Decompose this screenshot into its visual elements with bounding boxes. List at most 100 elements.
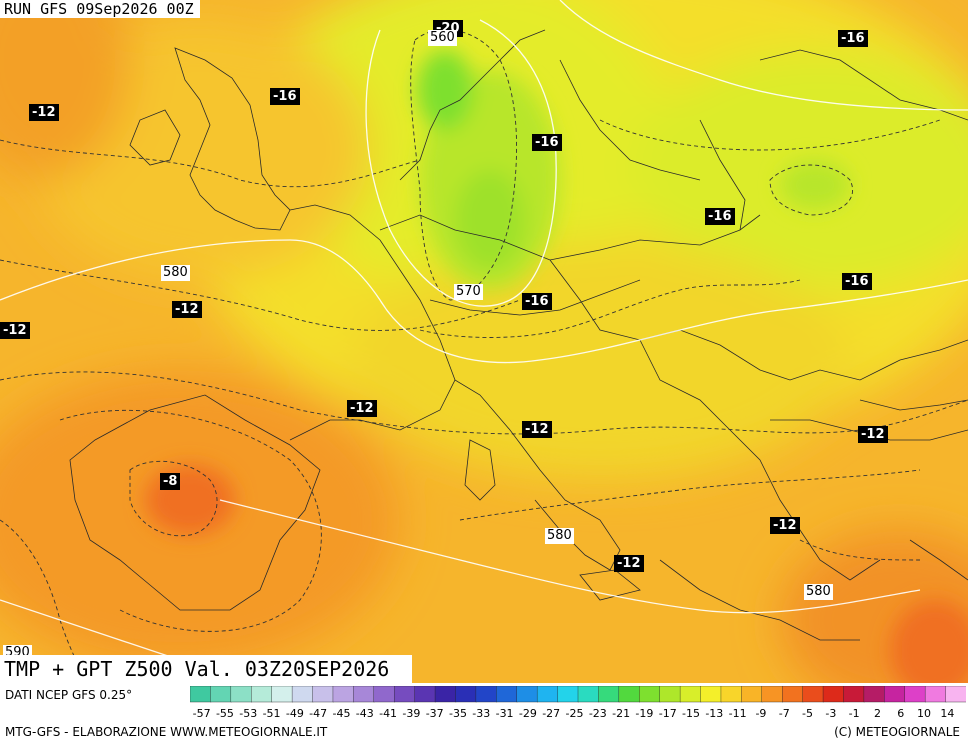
temperature-label: -12 [347,400,377,417]
cold-core-shading [145,50,968,683]
scale-swatch [251,686,273,703]
temperature-label: -16 [842,273,872,290]
scale-swatch [373,686,396,703]
scale-swatch [598,686,620,703]
scale-swatch [679,686,702,703]
temperature-label: -8 [160,473,181,490]
geopotential-label: 580 [804,584,833,600]
scale-tick-label: -49 [286,707,304,720]
temperature-label: -12 [172,301,202,318]
temperature-label: -12 [522,421,552,438]
scale-tick-label: -5 [802,707,813,720]
scale-tick-label: -57 [193,707,211,720]
geopotential-label: 570 [454,284,483,300]
temperature-label: -12 [0,322,30,339]
scale-swatch [312,686,334,703]
scale-swatch [414,686,436,703]
geopotential-lines [0,0,968,661]
scale-tick-label: -39 [402,707,420,720]
scale-swatch [210,686,232,703]
scale-tick-label: -1 [849,707,860,720]
scale-swatch [496,686,518,703]
geopotential-label: 560 [428,30,457,46]
scale-swatch [761,686,784,703]
coastlines [69,29,968,641]
scale-tick-label: -41 [379,707,397,720]
scale-swatch [353,686,375,703]
scale-tick-label: 2 [874,707,881,720]
color-scale-legend: -57 -55 -53 -51 -49 -47 -45 -43 -41 -39 -37 -35 -33-… [190,686,966,720]
scale-swatch [230,686,253,703]
scale-tick-label: -9 [755,707,766,720]
scale-swatch [455,686,477,703]
scale-tick-label: -31 [496,707,514,720]
credit-left: MTG-GFS - ELABORAZIONE WWW.METEOGIORNALE… [5,725,328,739]
run-label: RUN GFS 09Sep2026 00Z [0,0,200,18]
scale-swatch [884,686,906,703]
scale-tick-label: -53 [239,707,257,720]
scale-swatch [618,686,641,703]
scale-swatch [863,686,886,703]
scale-swatch [720,686,743,703]
scale-swatch [536,686,559,703]
scale-tick-label: -15 [682,707,700,720]
scale-tick-label: -19 [635,707,653,720]
scale-tick-label: -17 [659,707,677,720]
temperature-label: -12 [614,555,644,572]
map-canvas [0,0,968,683]
scale-swatch [516,686,538,703]
scale-tick-label: -37 [426,707,444,720]
valid-time-title: TMP + GPT Z500 Val. 03Z20SEP2026 [0,655,412,683]
scale-swatch [332,686,355,703]
temperature-label: -16 [532,134,562,151]
scale-swatch [291,686,314,703]
scale-swatch [434,686,457,703]
scale-swatch [924,686,947,703]
temperature-label: -16 [270,88,300,105]
scale-tick-label: 6 [897,707,904,720]
scale-swatch [659,686,681,703]
scale-swatch [577,686,600,703]
temperature-label: -16 [705,208,735,225]
scale-swatch [639,686,661,703]
scale-tick-label: -21 [612,707,630,720]
scale-swatch [904,686,926,703]
scale-swatch [945,686,966,703]
geopotential-label: 580 [545,528,574,544]
credit-right: (C) METEOGIORNALE [834,725,960,739]
footer: DATI NCEP GFS 0.25° -57 -55 -53 -51 -49 -47 -4… [0,683,968,745]
scale-tick-label: 14 [940,707,954,720]
scale-swatch [394,686,416,703]
scale-tick-label: -27 [542,707,560,720]
scale-swatch [475,686,498,703]
scale-swatch [271,686,293,703]
temperature-label: -16 [522,293,552,310]
scale-swatch [782,686,804,703]
temperature-label: -12 [770,517,800,534]
scale-swatch [802,686,824,703]
scale-tick-label: -25 [566,707,584,720]
temperature-shading [0,0,968,683]
scale-tick-label: -45 [332,707,350,720]
scale-tick-label: -51 [263,707,281,720]
scale-tick-label: -3 [825,707,836,720]
data-source: DATI NCEP GFS 0.25° [5,688,133,702]
scale-tick-label: -55 [216,707,234,720]
scale-tick-label: -43 [356,707,374,720]
temperature-label: -12 [29,104,59,121]
geopotential-label: 580 [161,265,190,281]
scale-swatch [557,686,579,703]
scale-swatch [843,686,865,703]
scale-tick-label: -7 [779,707,790,720]
scale-tick-label: -23 [589,707,607,720]
scale-tick-label: 10 [917,707,931,720]
scale-swatch [700,686,722,703]
scale-tick-label: -47 [309,707,327,720]
temperature-label: -16 [838,30,868,47]
scale-tick-label: -29 [519,707,537,720]
scale-swatch [822,686,845,703]
scale-swatch [741,686,763,703]
scale-tick-label: -11 [729,707,747,720]
temperature-label: -12 [858,426,888,443]
scale-tick-label: -35 [449,707,467,720]
